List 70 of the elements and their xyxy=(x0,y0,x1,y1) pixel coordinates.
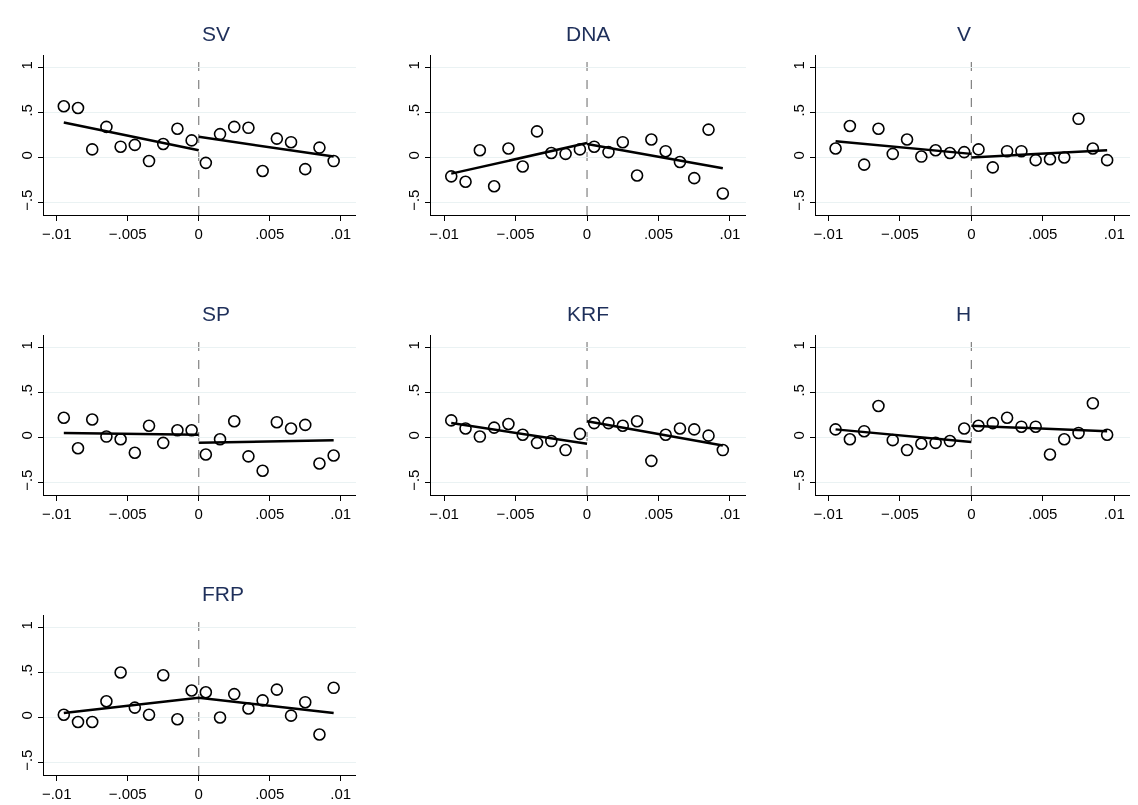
x-tick-label: 0 xyxy=(194,225,203,242)
y-tick-label: .5 xyxy=(17,384,35,397)
x-tick-label: 0 xyxy=(194,505,203,522)
y-tick-label: −.5 xyxy=(17,469,35,491)
y-tick-label: .5 xyxy=(789,384,807,397)
x-tick-label: −.01 xyxy=(429,225,459,242)
y-tick-label: .5 xyxy=(405,104,423,117)
y-tick-label: −.5 xyxy=(17,749,35,771)
x-tick-label: .005 xyxy=(1028,225,1058,242)
x-tick-label: .005 xyxy=(255,505,285,522)
y-tick-label: 0 xyxy=(789,431,807,440)
y-tick-label: 0 xyxy=(405,151,423,160)
x-tick-label: .005 xyxy=(643,225,674,242)
y-tick-label: .5 xyxy=(405,384,423,397)
y-tick-label: 1 xyxy=(17,61,35,70)
x-tick-label: 0 xyxy=(582,225,592,242)
x-tick-label: −.005 xyxy=(880,505,919,522)
chart-title: V xyxy=(957,22,972,45)
y-tick-label: 0 xyxy=(17,711,35,720)
x-tick-label: −.005 xyxy=(880,225,919,242)
y-tick-label: 1 xyxy=(789,341,807,350)
y-tick-label: −.5 xyxy=(17,189,35,211)
x-tick-label: −.01 xyxy=(41,225,72,242)
x-tick-label: .01 xyxy=(330,225,352,242)
chart-title: SV xyxy=(202,22,231,45)
x-tick-label: −.005 xyxy=(108,225,147,242)
x-tick-label: −.01 xyxy=(429,505,459,522)
x-tick-label: .01 xyxy=(1103,505,1125,522)
y-tick-label: 0 xyxy=(17,431,35,440)
x-tick-label: −.01 xyxy=(813,505,844,522)
x-tick-label: .005 xyxy=(255,225,285,242)
chart-title: FRP xyxy=(202,582,244,605)
x-tick-label: 0 xyxy=(582,505,592,522)
x-tick-label: .01 xyxy=(719,505,741,522)
x-tick-label: −.01 xyxy=(813,225,844,242)
y-tick-label: 0 xyxy=(17,151,35,160)
chart-title: DNA xyxy=(566,22,611,45)
x-tick-label: −.01 xyxy=(41,505,72,522)
x-tick-label: −.01 xyxy=(41,785,72,802)
y-tick-label: 1 xyxy=(405,341,423,350)
x-tick-label: .01 xyxy=(330,505,352,522)
x-tick-label: −.005 xyxy=(108,785,147,802)
y-tick-label: 1 xyxy=(17,341,35,350)
x-tick-label: .005 xyxy=(255,785,285,802)
y-tick-label: −.5 xyxy=(789,469,807,491)
y-tick-label: −.5 xyxy=(789,189,807,211)
y-tick-label: 1 xyxy=(17,621,35,630)
x-tick-label: 0 xyxy=(967,225,976,242)
x-tick-label: −.005 xyxy=(496,225,535,242)
x-tick-label: .01 xyxy=(719,225,741,242)
y-tick-label: .5 xyxy=(17,104,35,117)
x-tick-label: .005 xyxy=(643,505,674,522)
x-tick-label: .01 xyxy=(330,785,352,802)
chart-title: SP xyxy=(202,302,231,325)
x-tick-label: 0 xyxy=(194,785,203,802)
y-tick-label: 1 xyxy=(405,61,423,70)
x-tick-label: −.005 xyxy=(496,505,535,522)
chart-title: KRF xyxy=(567,302,609,325)
y-tick-label: −.5 xyxy=(405,469,423,491)
x-tick-label: 0 xyxy=(967,505,976,522)
x-tick-label: .005 xyxy=(1028,505,1058,522)
chart-title: H xyxy=(956,302,972,325)
x-tick-label: .01 xyxy=(1103,225,1125,242)
y-tick-label: .5 xyxy=(17,664,35,677)
y-tick-label: 0 xyxy=(405,431,423,440)
y-tick-label: 1 xyxy=(789,61,807,70)
x-tick-label: −.005 xyxy=(108,505,147,522)
y-tick-label: −.5 xyxy=(405,189,423,211)
y-tick-label: 0 xyxy=(789,151,807,160)
y-tick-label: .5 xyxy=(789,104,807,117)
